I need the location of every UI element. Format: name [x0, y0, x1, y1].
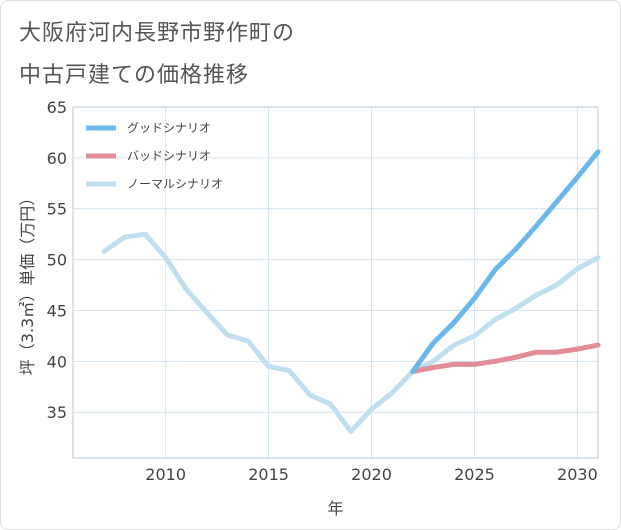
chart-title-line-1: 大阪府河内長野市野作町の	[19, 21, 296, 46]
y-tick-label: 65	[47, 98, 67, 117]
y-tick-label: 60	[47, 149, 67, 168]
x-tick-label: 2020	[351, 465, 392, 484]
y-axis-label: 坪（3.3㎡）単価（万円）	[18, 190, 37, 375]
series-line-0	[410, 149, 601, 374]
y-tick-label: 55	[47, 200, 67, 219]
y-tick-label: 45	[47, 301, 67, 320]
x-tick-label: 2030	[557, 465, 598, 484]
plot-frame	[72, 106, 599, 459]
plot-area	[73, 107, 598, 458]
x-axis-label: 年	[327, 499, 343, 518]
chart-title-line-2: 中古戸建ての価格推移	[19, 63, 250, 88]
x-tick-label: 2010	[145, 465, 186, 484]
legend-label: バッドシナリオ	[127, 149, 211, 163]
y-tick-label: 50	[47, 251, 67, 270]
y-tick-label: 40	[47, 352, 67, 371]
y-tick-label: 35	[47, 403, 67, 422]
series-line-2	[101, 231, 601, 434]
x-tick-label: 2025	[454, 465, 495, 484]
legend-label: ノーマルシナリオ	[127, 177, 223, 191]
legend-label: グッドシナリオ	[127, 121, 211, 135]
series-line-1	[410, 342, 601, 374]
x-tick-label: 2015	[248, 465, 289, 484]
